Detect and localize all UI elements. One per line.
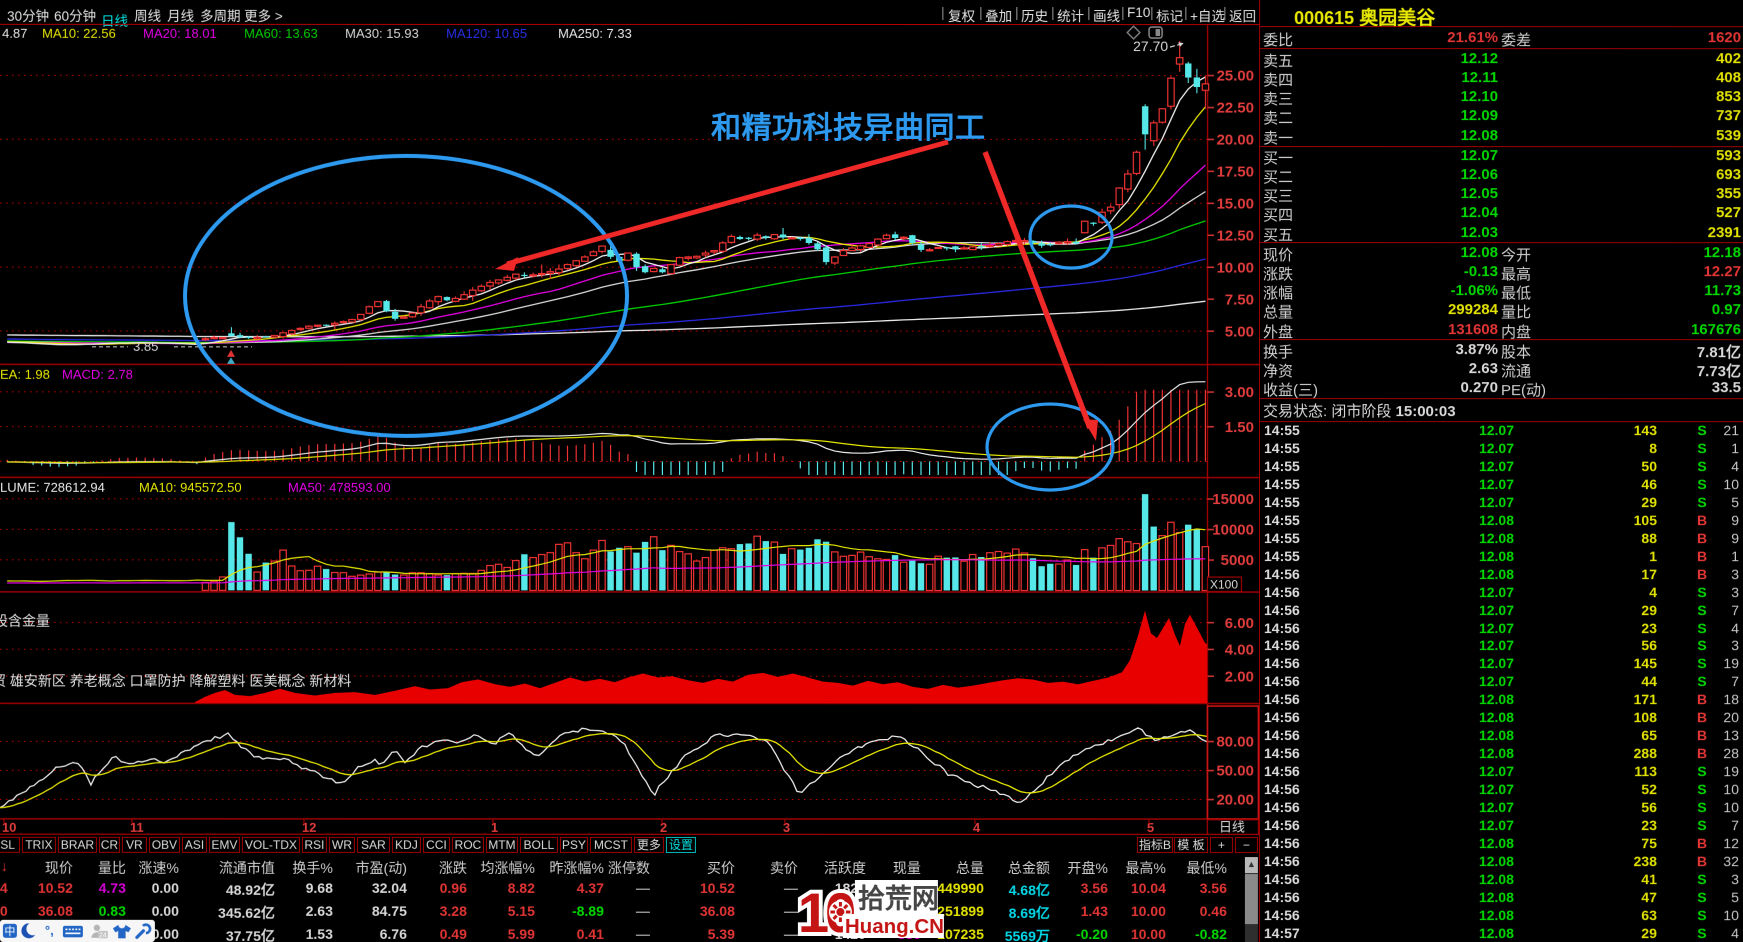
svg-text:12: 12: [302, 820, 316, 835]
svg-text:10000: 10000: [1212, 522, 1254, 539]
svg-text:5.00: 5.00: [1225, 323, 1254, 340]
svg-text:2: 2: [660, 820, 667, 835]
svg-text:°,: °,: [45, 923, 54, 938]
svg-text:27.70: 27.70: [1133, 38, 1168, 54]
svg-text:MA20: 18.01: MA20: 18.01: [143, 26, 217, 41]
svg-text:15.00: 15.00: [1217, 196, 1255, 213]
svg-text:2.00: 2.00: [1225, 668, 1254, 685]
svg-text:MA10: 22.56: MA10: 22.56: [42, 26, 116, 41]
svg-text:24: 24: [99, 932, 107, 939]
svg-text:4.87: 4.87: [2, 26, 27, 41]
svg-text:20.00: 20.00: [1217, 132, 1255, 149]
svg-text:股含金量: 股含金量: [0, 613, 50, 629]
svg-text:MA120: 10.65: MA120: 10.65: [446, 26, 527, 41]
svg-text:80.00: 80.00: [1216, 734, 1254, 751]
svg-text:MA10: 945572.50: MA10: 945572.50: [139, 480, 242, 495]
svg-text:MA60: 13.63: MA60: 13.63: [244, 26, 318, 41]
svg-text:17.50: 17.50: [1217, 164, 1255, 181]
svg-text:MA50: 478593.00: MA50: 478593.00: [288, 480, 391, 495]
svg-text:贸 雄安新区 养老概念 口罩防护 降解塑料 医美概念 新材料: 贸 雄安新区 养老概念 口罩防护 降解塑料 医美概念 新材料: [0, 673, 351, 689]
svg-text:3.85: 3.85: [133, 339, 158, 354]
svg-text:MACD: 2.78: MACD: 2.78: [62, 367, 133, 382]
svg-text:22.50: 22.50: [1217, 100, 1255, 117]
svg-text:LUME: 728612.94: LUME: 728612.94: [0, 480, 105, 495]
svg-text:10: 10: [2, 820, 16, 835]
svg-text:和精功科技异曲同工: 和精功科技异曲同工: [711, 112, 986, 145]
svg-text:10.00: 10.00: [1216, 259, 1254, 276]
svg-text:日线: 日线: [1219, 820, 1245, 835]
svg-text:X100: X100: [1210, 578, 1238, 592]
svg-text:1.50: 1.50: [1225, 419, 1254, 436]
svg-text:12.50: 12.50: [1217, 227, 1255, 244]
svg-text:3: 3: [783, 820, 790, 835]
svg-text:Huang.CN: Huang.CN: [845, 915, 944, 938]
svg-text:25.00: 25.00: [1217, 68, 1255, 85]
svg-text:EA: 1.98: EA: 1.98: [0, 367, 50, 382]
svg-text:4: 4: [973, 820, 981, 835]
svg-text:MA250: 7.33: MA250: 7.33: [558, 26, 632, 41]
svg-text:中: 中: [4, 925, 15, 938]
svg-text:11: 11: [130, 820, 144, 835]
svg-text:20.00: 20.00: [1216, 792, 1254, 809]
svg-text:15000: 15000: [1212, 491, 1254, 508]
svg-text:MA30: 15.93: MA30: 15.93: [345, 26, 419, 41]
svg-text:6.00: 6.00: [1225, 615, 1254, 632]
svg-text:1: 1: [491, 820, 498, 835]
svg-text:5: 5: [1147, 820, 1154, 835]
svg-text:3.00: 3.00: [1225, 384, 1254, 401]
svg-text:拾荒网: 拾荒网: [858, 884, 939, 914]
svg-text:5000: 5000: [1221, 552, 1254, 569]
svg-text:50.00: 50.00: [1216, 763, 1254, 780]
svg-text:7.50: 7.50: [1225, 291, 1254, 308]
svg-text:4.00: 4.00: [1225, 642, 1254, 659]
